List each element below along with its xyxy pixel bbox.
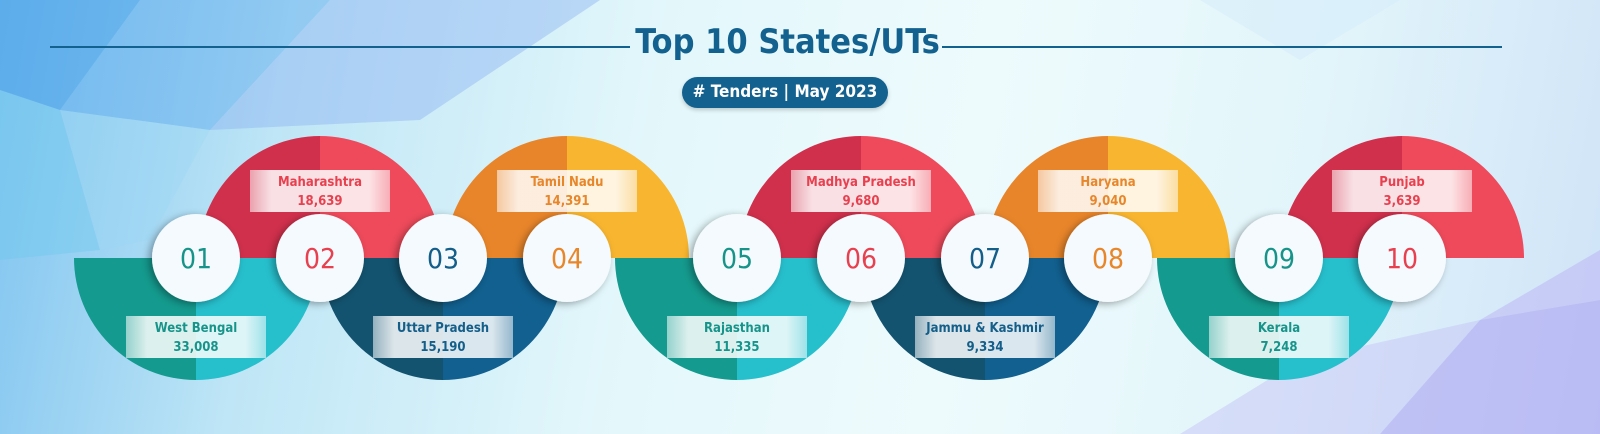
state-label: Uttar Pradesh 15,190 [373,316,513,358]
rank-badge: 01 [152,214,240,302]
tender-count: 7,248 [1261,340,1298,355]
state-name: Rajasthan [704,321,770,336]
label-backdrop [497,170,637,212]
rank-circle [1235,214,1323,302]
title-divider-left [50,46,630,48]
state-name: Uttar Pradesh [397,321,489,336]
rank-circle [1358,214,1446,302]
rank-number: 04 [551,242,583,275]
rank-badge: 05 [693,214,781,302]
state-label: Tamil Nadu 14,391 [497,170,637,212]
state-label: West Bengal 33,008 [126,316,266,358]
rank-number: 10 [1386,242,1418,275]
rank-number: 08 [1092,242,1124,275]
tender-count: 9,334 [967,340,1004,355]
rank-circle [523,214,611,302]
rank-badge: 08 [1064,214,1152,302]
label-backdrop [250,170,390,212]
rank-number: 05 [721,242,753,275]
title-divider-right [942,46,1502,48]
rank-number: 01 [180,242,212,275]
rank-number: 07 [969,242,1001,275]
tender-count: 3,639 [1384,194,1421,209]
rank-circle [276,214,364,302]
state-label: Kerala 7,248 [1209,316,1349,358]
subtitle-badge: # Tenders | May 2023 [682,77,888,108]
tender-count: 9,680 [843,194,880,209]
rank-badge: 03 [399,214,487,302]
tender-count: 33,008 [173,340,218,355]
label-backdrop [126,316,266,358]
rank-circle [693,214,781,302]
tender-count: 15,190 [420,340,465,355]
rank-badge: 07 [941,214,1029,302]
state-label: Punjab 3,639 [1332,170,1472,212]
rank-circle [399,214,487,302]
state-name: Maharashtra [278,175,362,190]
state-label: Maharashtra 18,639 [250,170,390,212]
tender-count: 18,639 [297,194,342,209]
state-label: Madhya Pradesh 9,680 [791,170,931,212]
state-name: West Bengal [155,321,237,336]
tender-count: 11,335 [714,340,759,355]
state-name: Jammu & Kashmir [925,321,1044,336]
rank-circle [941,214,1029,302]
rank-circle [817,214,905,302]
rank-badge: 04 [523,214,611,302]
label-backdrop [667,316,807,358]
page-title: Top 10 States/UTs [635,22,940,62]
rank-number: 06 [845,242,877,275]
state-name: Punjab [1379,175,1425,190]
state-name: Tamil Nadu [531,175,604,190]
rank-number: 09 [1263,242,1295,275]
label-backdrop [1038,170,1178,212]
rank-circle [152,214,240,302]
rank-circle [1064,214,1152,302]
label-backdrop [915,316,1055,358]
rank-number: 02 [304,242,336,275]
rank-badge: 06 [817,214,905,302]
state-name: Madhya Pradesh [806,175,916,190]
label-backdrop [1332,170,1472,212]
rank-badge: 10 [1358,214,1446,302]
rank-number: 03 [427,242,459,275]
label-backdrop [791,170,931,212]
state-name: Haryana [1080,175,1135,190]
state-label: Rajasthan 11,335 [667,316,807,358]
label-backdrop [1209,316,1349,358]
state-label: Jammu & Kashmir 9,334 [915,316,1055,358]
state-name: Kerala [1258,321,1300,336]
title-bar: Top 10 States/UTs [0,22,1600,72]
rank-badge: 09 [1235,214,1323,302]
rank-badge: 02 [276,214,364,302]
label-backdrop [373,316,513,358]
tender-count: 14,391 [544,194,589,209]
tender-count: 9,040 [1090,194,1127,209]
state-label: Haryana 9,040 [1038,170,1178,212]
